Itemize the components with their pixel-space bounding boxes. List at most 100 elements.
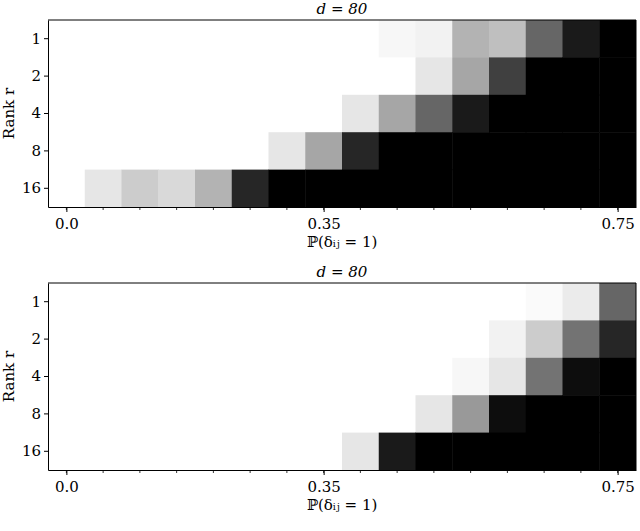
cell: [563, 358, 600, 396]
tick-mark: [66, 470, 67, 475]
tick-label: 4: [31, 104, 41, 122]
cell: [158, 57, 195, 95]
tick: 8: [31, 142, 48, 160]
cell: [48, 20, 85, 58]
cell: [122, 20, 159, 58]
cell: [416, 358, 453, 396]
cell: [489, 358, 526, 396]
cell: [489, 20, 526, 58]
tick: 0.75: [601, 207, 634, 233]
title: d = 80: [317, 0, 368, 18]
cell: [48, 170, 85, 207]
cell: [122, 170, 159, 207]
tick-label: 0.75: [601, 215, 634, 233]
cell: [158, 395, 195, 433]
cell: [85, 433, 122, 470]
cell: [305, 170, 342, 207]
tick-mark: [44, 339, 48, 340]
tick: 0.0: [55, 470, 79, 496]
axis-line: [49, 207, 637, 208]
axis-line: [48, 284, 49, 471]
cell: [379, 395, 416, 433]
cell: [85, 20, 122, 58]
y-axis: 124816: [22, 284, 49, 471]
tick-label: 0.75: [601, 478, 634, 496]
tick-mark: [44, 76, 48, 77]
cell: [452, 132, 489, 170]
cell: [305, 132, 342, 170]
cell: [269, 132, 306, 170]
cell: [122, 358, 159, 396]
cell: [489, 57, 526, 95]
cell: [85, 95, 122, 133]
tick: 2: [31, 67, 48, 85]
cell: [599, 132, 636, 170]
cell: [195, 358, 232, 396]
cell: [599, 395, 636, 433]
cell: [489, 132, 526, 170]
cell: [158, 95, 195, 133]
y-axis: 1 2 4 8 16: [22, 21, 49, 208]
cell: [232, 57, 269, 95]
tick-mark: [44, 38, 48, 39]
cell: [416, 433, 453, 470]
cell: [379, 358, 416, 396]
cell: [158, 320, 195, 358]
tick-label: 0.35: [307, 478, 340, 496]
cell: [269, 170, 306, 207]
cell: [195, 132, 232, 170]
y-label: Rank r: [0, 87, 18, 139]
cell: [342, 320, 379, 358]
cell: [232, 132, 269, 170]
cell: [563, 283, 600, 321]
tick: 0.35: [307, 470, 340, 496]
tick: 8: [31, 405, 48, 423]
cell: [563, 132, 600, 170]
cell: [563, 433, 600, 470]
tick-label: 2: [31, 67, 41, 85]
tick: 1: [31, 30, 48, 48]
cell: [232, 95, 269, 133]
cell: [48, 132, 85, 170]
cell: [122, 283, 159, 321]
cell: [342, 433, 379, 470]
tick: 16: [22, 179, 48, 197]
cell: [269, 57, 306, 95]
cell: [48, 358, 85, 396]
cell: [85, 283, 122, 321]
cell: [122, 57, 159, 95]
tick: 0.75: [601, 470, 634, 496]
cell: [48, 395, 85, 433]
tick-label: 1: [31, 30, 41, 48]
cell: [195, 20, 232, 58]
cell: [48, 283, 85, 321]
cell: [342, 20, 379, 58]
cell: [158, 433, 195, 470]
cell: [452, 170, 489, 207]
cell: [489, 283, 526, 321]
cell: [489, 320, 526, 358]
cell: [158, 20, 195, 58]
cell: [379, 170, 416, 207]
tick-mark: [618, 470, 619, 475]
cell: [489, 433, 526, 470]
cell: [305, 95, 342, 133]
x-axis: 0.00.350.75: [49, 207, 637, 233]
cell: [452, 433, 489, 470]
cell: [342, 95, 379, 133]
tick: 4: [31, 104, 48, 122]
cell: [489, 95, 526, 133]
cell: [269, 433, 306, 470]
cell: [526, 320, 563, 358]
cell: [305, 395, 342, 433]
cell: [599, 283, 636, 321]
cell: [48, 95, 85, 133]
cell: [122, 433, 159, 470]
axis-line: [48, 21, 49, 208]
cell: [158, 170, 195, 207]
cell: [269, 320, 306, 358]
cell: [122, 320, 159, 358]
cell: [85, 395, 122, 433]
tick: 1: [31, 293, 48, 311]
cell: [526, 95, 563, 133]
